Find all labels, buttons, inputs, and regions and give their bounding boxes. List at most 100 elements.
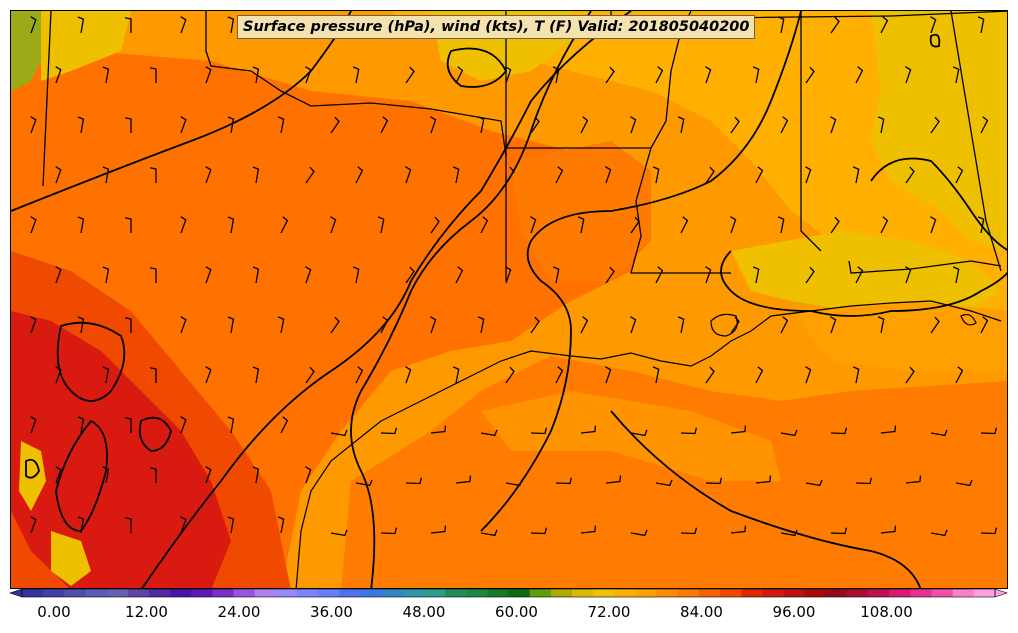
wind-barb [652,366,660,384]
wind-barb [530,427,548,435]
colorbar-tick-label: 36.00 [310,603,353,621]
isobar-4 [480,11,802,532]
wind-barb [980,527,998,535]
colorbar-tick-label: 84.00 [680,603,723,621]
colorbar-cell [43,589,65,597]
wind-barb [455,266,464,284]
wind-barb [880,425,897,434]
wind-barb [149,467,157,483]
wind-barb [580,525,597,534]
wind-barb [330,216,337,234]
wind-barb [705,166,715,184]
wind-barb [280,216,289,234]
wind-barb [55,266,62,284]
wind-barb [505,479,523,487]
wind-barb [980,116,989,134]
border-al-ga [950,11,1002,272]
colorbar-cell [233,589,256,597]
wind-barb [855,266,864,284]
colorbar-tick-label: 12.00 [125,603,168,621]
wind-barb [605,166,612,184]
wind-barb [252,466,260,484]
wind-barb [227,216,235,234]
wind-barb [102,66,110,84]
wind-barb [30,16,37,34]
wind-barb [930,116,940,134]
wind-barb [830,16,840,34]
wind-barb [77,316,85,334]
wind-barb [280,416,289,434]
border-ms-al [800,11,822,252]
wind-barb [305,266,312,284]
wind-barb [480,216,489,234]
wind-barb [580,425,597,434]
wind-barb [780,429,798,437]
colorbar-cell [846,589,869,597]
wind-barb [977,16,985,34]
colorbar-cell [296,589,319,597]
wind-barb [405,66,415,84]
temperature-fill-very-hot-southwest [11,311,231,588]
wind-barb [205,66,212,84]
wind-barb [880,216,889,234]
wind-barb [955,166,964,184]
colorbar-extend-max [994,589,1008,598]
wind-barb [977,216,985,234]
wind-barb [880,525,897,534]
wind-barb [930,216,937,234]
colorbar-tick-label: 0.00 [37,603,71,621]
isobars [11,11,1007,588]
wind-barb [227,516,235,534]
isobar-6 [720,250,1007,317]
wind-barb [205,166,212,184]
wind-barb [124,417,132,433]
wind-barb [577,216,585,234]
wind-barb [405,477,423,485]
wind-barb [830,116,837,134]
wind-barb [505,266,512,284]
wind-barb [77,516,85,534]
colorbar-cell [360,589,383,597]
wind-barb [30,316,37,334]
wind-barb [980,427,998,435]
wind-barb [227,116,235,134]
colorbar-cell [170,589,192,597]
wind-barb [530,316,540,334]
wind-barb [405,266,415,284]
border-nm-line [42,11,52,187]
wind-barb [180,216,187,234]
wind-barb [680,216,689,234]
wind-barb [205,466,212,484]
wind-barb [77,216,85,234]
colorbar-cell [339,589,361,597]
colorbar-cell [148,589,171,597]
colorbar-cell [508,589,531,597]
wind-barb [430,216,440,234]
wind-barb [149,67,157,83]
wind-barb [530,116,540,134]
wind-barb [705,66,712,84]
colorbar-cell [910,589,933,597]
wind-barb [102,366,110,384]
wind-barb [830,527,848,535]
colorbar-cell [318,589,340,597]
colorbar-cell [593,589,615,597]
wind-barb [905,166,915,184]
wind-barb [830,316,837,334]
colorbar-cell [762,589,784,597]
wind-barb [580,116,589,134]
colorbar-tick-label: 72.00 [587,603,631,621]
wind-barb [252,366,260,384]
wind-barb [124,317,132,333]
wind-barb [305,366,315,384]
wind-barb [180,416,187,434]
wind-barb [630,429,648,437]
colorbar-cell [635,589,658,597]
wind-barb [480,529,498,537]
wind-barb [205,366,212,384]
wind-barb [705,266,712,284]
wind-barb [705,477,723,485]
wind-barb [380,527,398,535]
wind-barb [680,527,698,535]
map-canvas [11,11,1007,588]
